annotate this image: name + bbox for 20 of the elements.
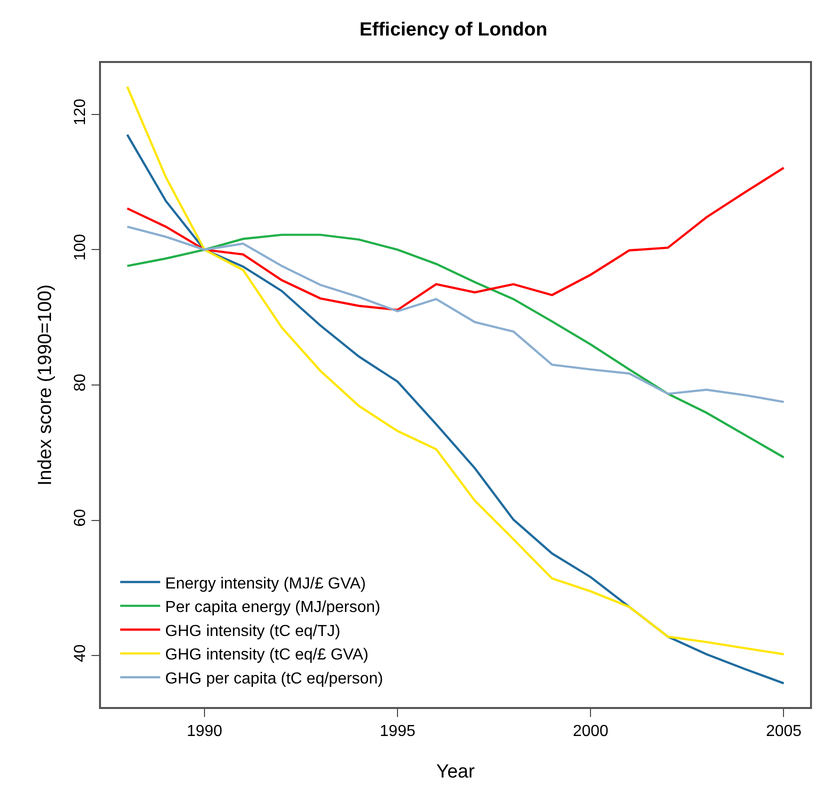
y-tick-label: 40	[72, 644, 89, 662]
legend-label: Per capita energy (MJ/person)	[165, 599, 380, 616]
legend-label: Energy intensity (MJ/£ GVA)	[165, 575, 366, 592]
x-axis-title: Year	[436, 761, 476, 782]
x-tick-label: 1990	[186, 722, 222, 740]
legend-label: GHG intensity (tC eq/£ GVA)	[165, 646, 369, 664]
y-tick-label: 100	[72, 234, 89, 261]
line-series	[126, 166, 785, 312]
y-tick-label: 120	[72, 98, 89, 126]
legend-label: GHG per capita (tC eq/person)	[165, 670, 384, 688]
chart-title: Efficiency of London	[359, 20, 548, 41]
legend-label: GHG intensity (tC eq/TJ)	[165, 622, 340, 640]
x-tick-label: 2005	[766, 722, 802, 740]
x-tick-label: 2000	[572, 722, 609, 740]
x-tick-label: 1995	[380, 722, 416, 740]
line-series	[126, 234, 785, 458]
y-tick-label: 80	[72, 374, 89, 392]
y-tick-label: 60	[72, 508, 89, 527]
y-axis-title: Index score (1990=100)	[35, 284, 56, 486]
line-series	[126, 226, 785, 404]
